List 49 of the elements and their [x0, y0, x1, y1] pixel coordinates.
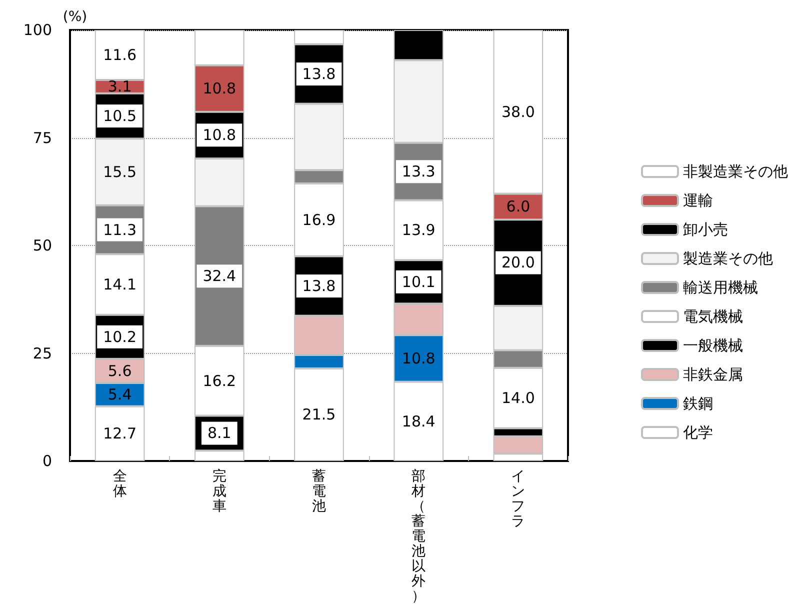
legend-label: 鉄鋼 — [683, 394, 713, 412]
data-label: 13.9 — [402, 221, 436, 240]
data-label: 5.4 — [108, 386, 132, 404]
data-label: 10.8 — [202, 126, 236, 144]
legend-label: 一般機械 — [683, 336, 743, 354]
data-label: 8.1 — [207, 424, 232, 442]
legend-label: 運輸 — [683, 192, 713, 210]
data-label: 10.5 — [103, 106, 137, 125]
legend-label: 卸小売 — [683, 220, 728, 238]
data-label: 10.8 — [402, 349, 436, 368]
data-label: 15.5 — [103, 163, 137, 182]
data-label: 10.2 — [103, 328, 137, 346]
data-label: 10.1 — [402, 272, 436, 291]
x-tick-label: 完成車 — [212, 468, 226, 514]
data-label: 38.0 — [501, 102, 535, 121]
legend-label: 非鉄金属 — [683, 366, 743, 384]
legend-label: 化学 — [683, 424, 713, 442]
legend-label: 非製造業その他 — [683, 162, 788, 180]
data-label: 6.0 — [506, 198, 530, 216]
data-label: 18.4 — [402, 412, 436, 430]
x-tick-label: 全体 — [112, 468, 127, 500]
legend-label: 輸送用機械 — [683, 278, 758, 296]
y-tick-label: 75 — [32, 128, 52, 147]
data-label: 16.2 — [202, 372, 236, 390]
data-label: 5.6 — [108, 362, 132, 380]
data-label: 32.4 — [202, 267, 236, 286]
y-tick-label: 25 — [32, 344, 52, 362]
data-label: 11.3 — [103, 220, 137, 239]
legend-label: 製造業その他 — [683, 250, 773, 268]
data-label: 13.3 — [402, 162, 436, 181]
data-label: 14.1 — [103, 276, 137, 294]
data-label: 21.5 — [302, 406, 336, 424]
data-label: 10.8 — [202, 80, 236, 98]
data-label: 20.0 — [501, 254, 535, 272]
data-label: 16.9 — [302, 210, 336, 229]
y-tick-label: 0 — [42, 452, 52, 470]
x-tick-label: 蓄電池 — [312, 468, 326, 514]
y-tick-label: 100 — [23, 21, 52, 39]
legend-label: 電気機械 — [683, 308, 743, 326]
y-axis-title: (%) — [62, 9, 88, 25]
data-label: 13.8 — [302, 64, 336, 83]
y-tick-label: 50 — [32, 236, 52, 254]
data-label: 11.6 — [103, 46, 137, 64]
x-tick-label: インフラ — [511, 468, 526, 530]
data-label: 13.8 — [302, 277, 336, 296]
data-label: 14.0 — [501, 389, 535, 408]
category-label: 部材（蓄電池以外） — [412, 468, 426, 604]
data-label: 12.7 — [103, 424, 137, 443]
data-label: 3.1 — [108, 78, 132, 96]
